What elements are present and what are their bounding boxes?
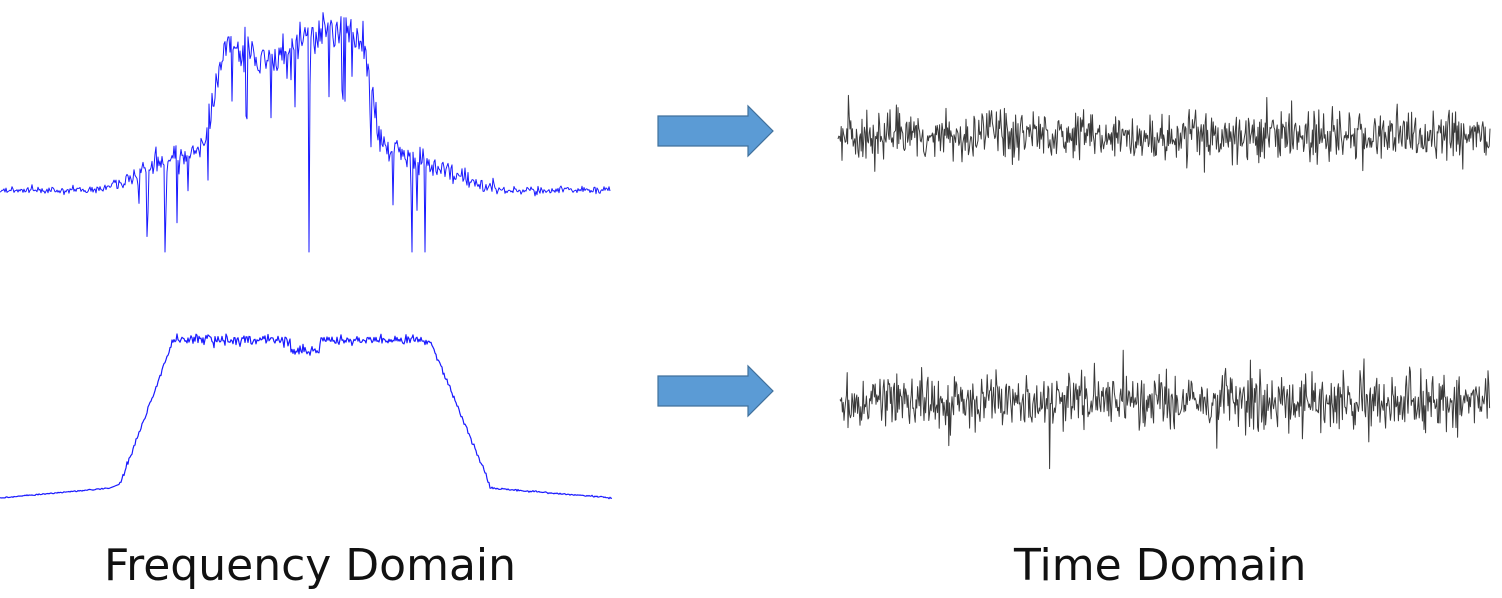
time-signal-bottom <box>839 349 1491 470</box>
time-domain-caption: Time Domain <box>1014 540 1307 591</box>
right-arrow-icon <box>657 104 774 158</box>
spectrum-bottom <box>0 333 613 500</box>
time-signal-top <box>837 94 1491 173</box>
spectrum-top <box>0 12 611 253</box>
frequency-domain-caption: Frequency Domain <box>104 540 517 591</box>
right-arrow-icon <box>657 364 774 418</box>
